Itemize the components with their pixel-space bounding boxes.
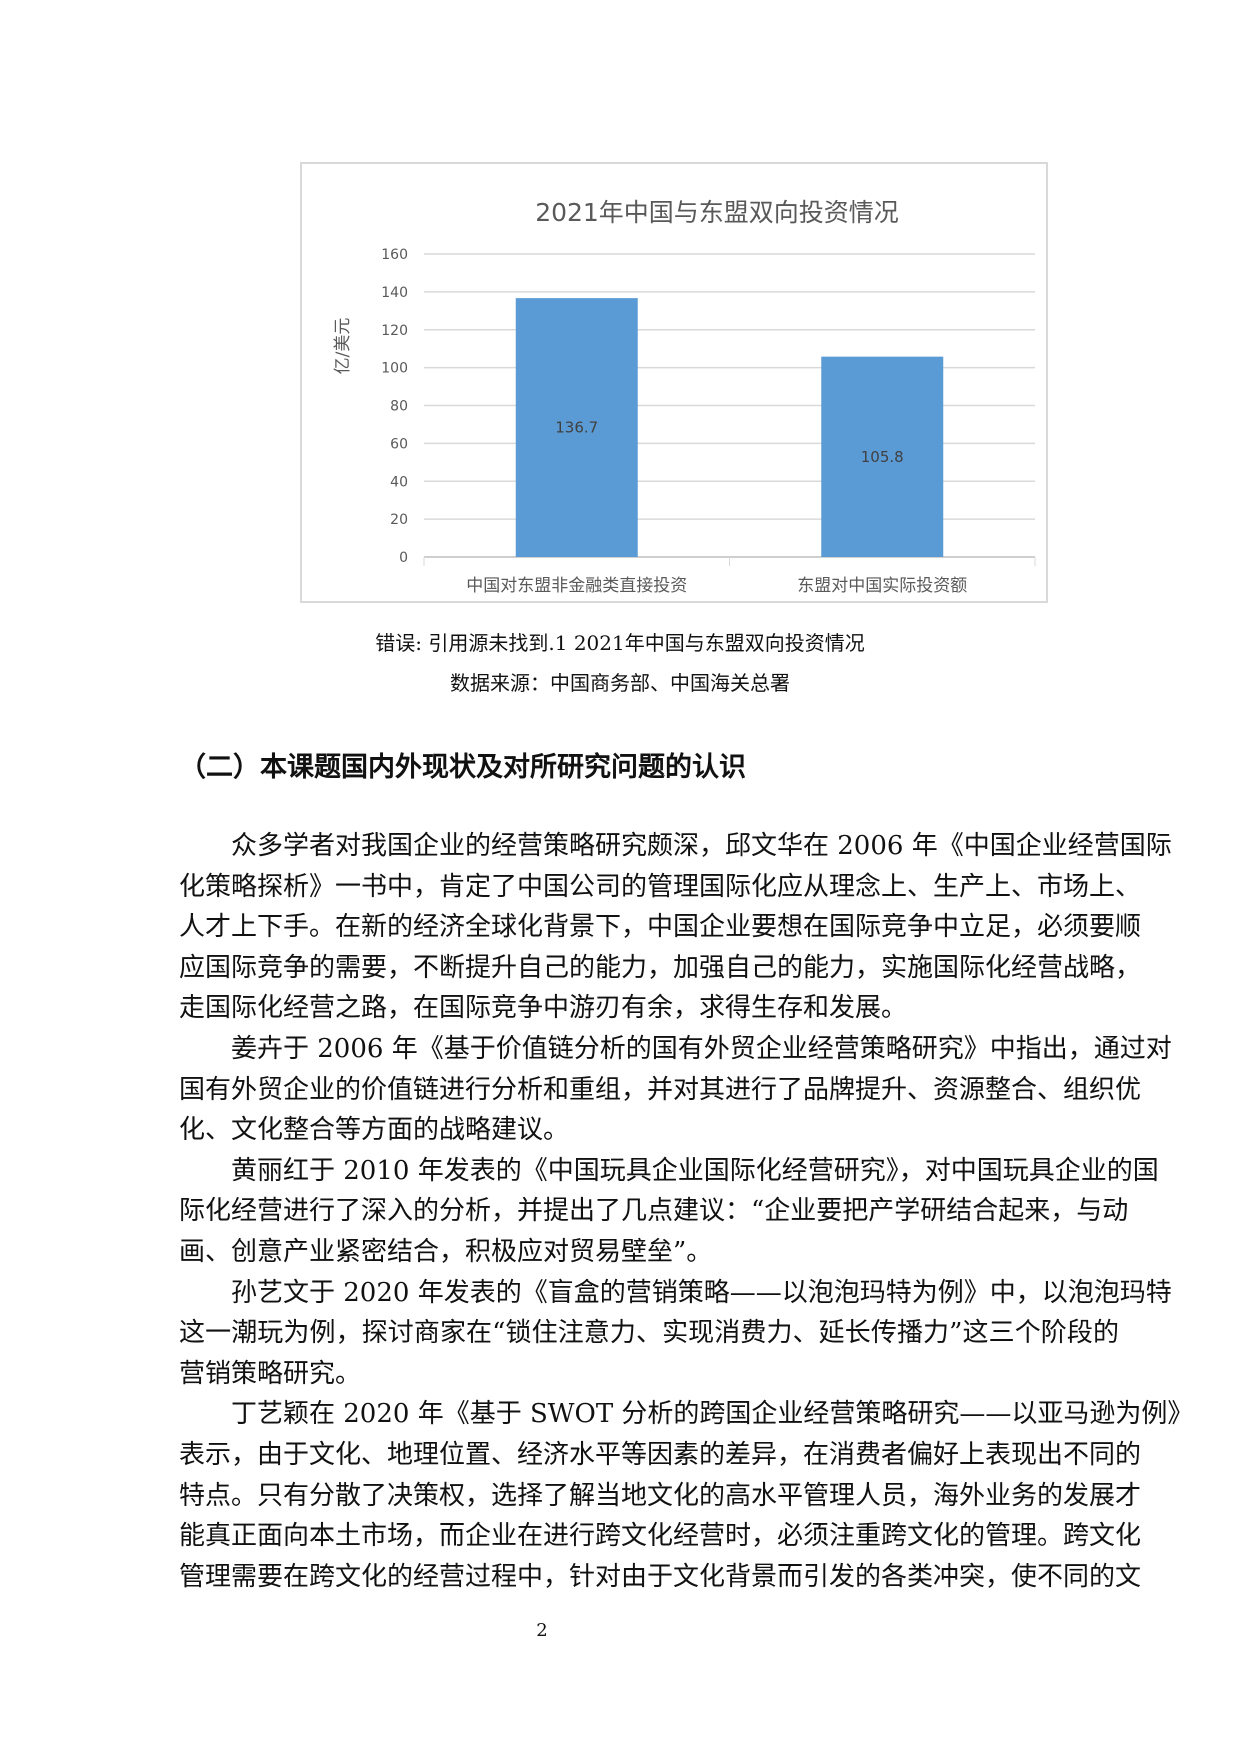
- data-label: 105.8: [861, 448, 904, 466]
- x-category-label: 东盟对中国实际投资额: [797, 576, 967, 596]
- body-text: 众多学者对我国企业的经营策略研究颇深，邱文华在 2006 年《中国企业经营国际化…: [179, 826, 1194, 1597]
- text-line: 走国际化经营之路，在国际竞争中游刃有余，求得生存和发展。: [179, 993, 908, 1024]
- text-line: 孙艺文于 2020 年发表的《盲盒的营销策略——以泡泡玛特为例》中，以泡泡玛特: [231, 1277, 1172, 1308]
- y-tick-label: 120: [381, 323, 408, 339]
- data-source: 数据来源：中国商务部、中国海关总署: [450, 671, 790, 695]
- bar: [821, 356, 944, 557]
- paragraph: 丁艺颖在 2020 年《基于 SWOT 分析的跨国企业经营策略研究——以亚马逊为…: [179, 1394, 1194, 1597]
- y-tick-label: 100: [381, 361, 408, 377]
- y-tick-label: 20: [390, 512, 408, 528]
- y-tick-label: 60: [390, 436, 408, 452]
- text-line: 姜卉于 2006 年《基于价值链分析的国有外贸企业经营策略研究》中指出，通过对: [231, 1033, 1172, 1064]
- paragraph: 黄丽红于 2010 年发表的《中国玩具企业国际化经营研究》，对中国玩具企业的国际…: [179, 1151, 1159, 1273]
- text-line: 表示，由于文化、地理位置、经济水平等因素的差异，在消费者偏好上表现出不同的: [179, 1439, 1142, 1470]
- y-tick-label: 0: [399, 550, 408, 566]
- text-line: 特点。只有分散了决策权，选择了解当地文化的高水平管理人员，海外业务的发展才: [179, 1480, 1142, 1511]
- x-category-label: 中国对东盟非金融类直接投资: [466, 576, 687, 596]
- text-line: 化策略探析》一书中，肯定了中国公司的管理国际化应从理念上、生产上、市场上、: [179, 871, 1142, 902]
- bar-chart: 2021年中国与东盟双向投资情况 亿/美元 0 20 40 60 80 100 120 140…: [300, 162, 1048, 603]
- text-line: 能真正面向本土市场，而企业在进行跨文化经营时，必须注重跨文化的管理。跨文化: [179, 1521, 1142, 1552]
- section-heading: （二）本课题国内外现状及对所研究问题的认识: [179, 752, 746, 783]
- y-axis-label: 亿/美元: [333, 318, 353, 375]
- text-line: 丁艺颖在 2020 年《基于 SWOT 分析的跨国企业经营策略研究——以亚马逊为…: [231, 1399, 1194, 1430]
- y-tick-label: 140: [381, 285, 408, 301]
- text-line: 际化经营进行了深入的分析，并提出了几点建议：“企业要把产学研结合起来，与动: [179, 1196, 1129, 1227]
- text-line: 画、创意产业紧密结合，积极应对贸易壁垒”。: [179, 1236, 713, 1267]
- y-tick-label: 40: [390, 474, 408, 490]
- text-line: 营销策略研究。: [179, 1358, 362, 1389]
- paragraph: 姜卉于 2006 年《基于价值链分析的国有外贸企业经营策略研究》中指出，通过对国…: [179, 1029, 1172, 1151]
- data-label: 136.7: [555, 419, 598, 437]
- y-tick-label: 160: [381, 247, 408, 263]
- y-tick-label: 80: [390, 399, 408, 415]
- text-line: 国有外贸企业的价值链进行分析和重组，并对其进行了品牌提升、资源整合、组织优: [179, 1074, 1142, 1105]
- text-line: 应国际竞争的需要，不断提升自己的能力，加强自己的能力，实施国际化经营战略，: [179, 952, 1142, 983]
- text-line: 化、文化整合等方面的战略建议。: [179, 1115, 570, 1146]
- text-line: 黄丽红于 2010 年发表的《中国玩具企业国际化经营研究》，对中国玩具企业的国: [231, 1155, 1159, 1186]
- text-line: 众多学者对我国企业的经营策略研究颇深，邱文华在 2006 年《中国企业经营国际: [231, 831, 1172, 861]
- paragraph: 众多学者对我国企业的经营策略研究颇深，邱文华在 2006 年《中国企业经营国际化…: [179, 826, 1172, 1029]
- figure-caption: 错误: 引用源未找到.1 2021年中国与东盟双向投资情况: [375, 631, 865, 655]
- text-line: 人才上下手。在新的经济全球化背景下，中国企业要想在国际竞争中立足，必须要顺: [179, 912, 1142, 943]
- chart-title: 2021年中国与东盟双向投资情况: [535, 198, 899, 227]
- page-number: 2: [536, 1620, 548, 1641]
- text-line: 管理需要在跨文化的经营过程中，针对由于文化背景而引发的各类冲突，使不同的文: [179, 1561, 1142, 1592]
- text-line: 这一潮玩为例，探讨商家在“锁住注意力、实现消费力、延长传播力”这三个阶段的: [179, 1318, 1119, 1349]
- chart-canvas: 2021年中国与东盟双向投资情况 亿/美元 0 20 40 60 80 100 120 140…: [333, 198, 1036, 596]
- bar: [515, 298, 638, 557]
- paragraph: 孙艺文于 2020 年发表的《盲盒的营销策略——以泡泡玛特为例》中，以泡泡玛特这…: [179, 1273, 1172, 1395]
